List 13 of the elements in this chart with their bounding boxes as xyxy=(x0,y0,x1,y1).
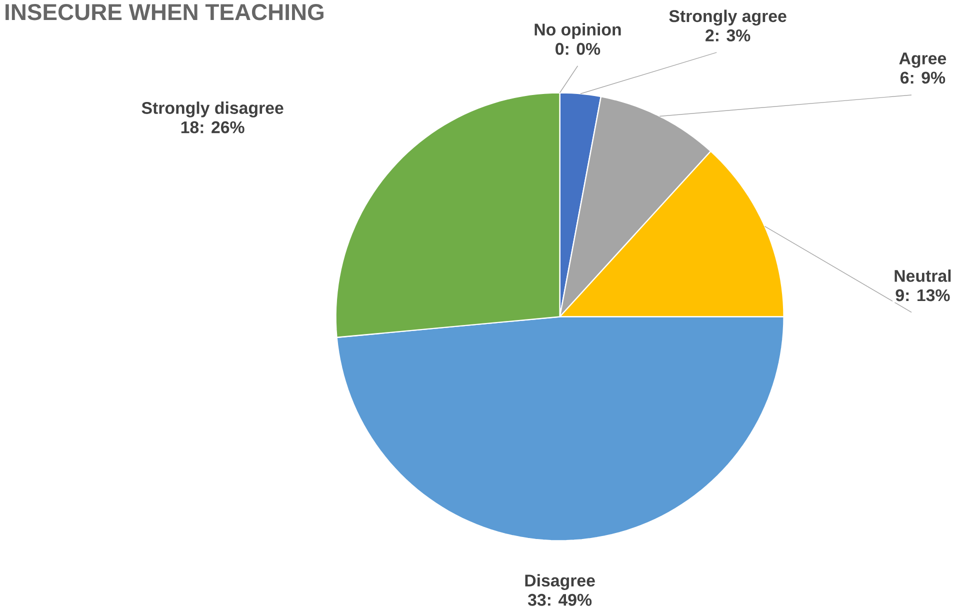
category-label: No opinion xyxy=(534,23,621,39)
text: 0: 0% xyxy=(556,42,600,55)
data-label: 9: 13% xyxy=(896,289,950,302)
slice-label: Neutral xyxy=(894,269,951,282)
chart-title: INSECURE WHEN TEACHING xyxy=(6,4,324,20)
data-label: 6: 9% xyxy=(900,72,946,84)
slice-label: Strongly disagree xyxy=(142,102,284,118)
slice-label: Strongly agree xyxy=(669,10,786,26)
data-label: 2: 3% xyxy=(706,29,750,42)
data-label: 18: 26% xyxy=(181,121,244,134)
slice-label: Disagree xyxy=(525,574,595,590)
data-label: 33: 49% xyxy=(528,594,592,606)
slice-label: Agree xyxy=(899,52,946,68)
